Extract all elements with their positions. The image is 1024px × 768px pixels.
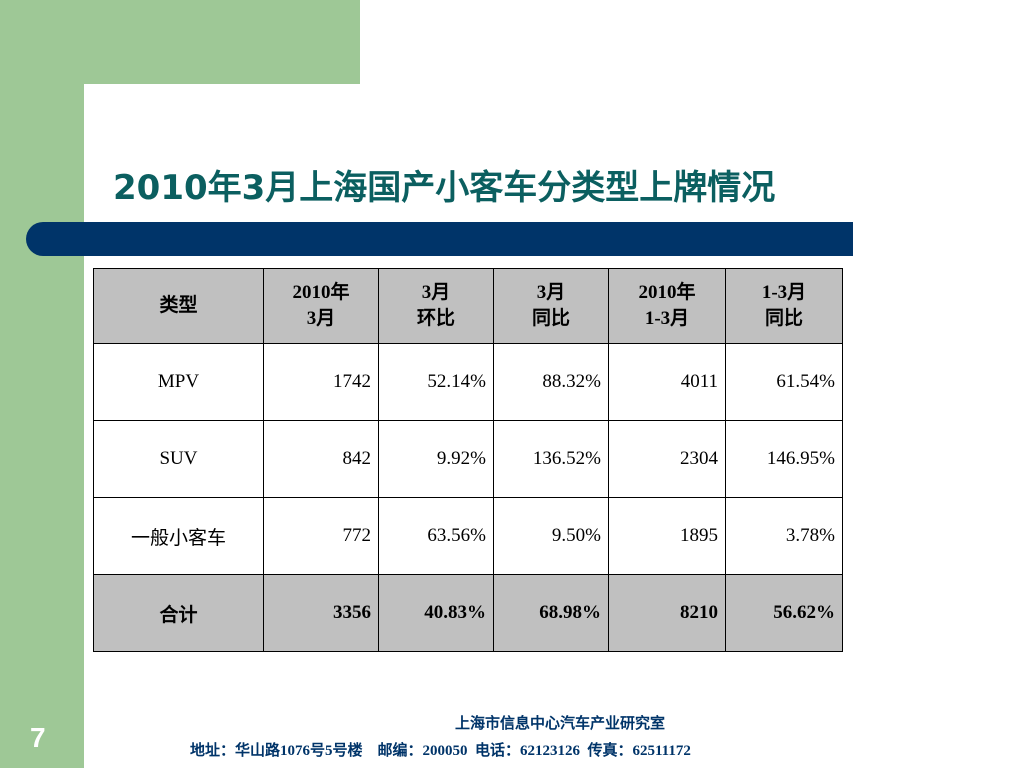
top-green-block [84, 0, 360, 84]
row-value-cell: 1895 [608, 497, 726, 575]
table-header-row: 类型 2010年 3月 3月 环比 3月 同比 2010年 1-3月 1-3月 … [93, 268, 843, 344]
left-green-sidebar [0, 0, 84, 768]
registration-table: 类型 2010年 3月 3月 环比 3月 同比 2010年 1-3月 1-3月 … [93, 268, 843, 652]
row-type-cell: 一般小客车 [93, 497, 264, 575]
slide-title: 2010年3月上海国产小客车分类型上牌情况 [113, 168, 776, 208]
row-type-cell: SUV [93, 420, 264, 498]
row-value-cell: 842 [263, 420, 379, 498]
row-value-cell: 9.50% [493, 497, 609, 575]
header-mar-mom: 3月 环比 [378, 268, 494, 344]
header-q1-yoy: 1-3月 同比 [725, 268, 843, 344]
footer-organization: 上海市信息中心汽车产业研究室 [454, 714, 665, 732]
row-value-cell: 3.78% [725, 497, 843, 575]
row-value-cell: 52.14% [378, 343, 494, 421]
total-value-cell: 56.62% [725, 574, 843, 652]
total-value-cell: 3356 [263, 574, 379, 652]
table-row: MPV 1742 52.14% 88.32% 4011 61.54% [93, 343, 843, 421]
row-value-cell: 146.95% [725, 420, 843, 498]
table-total-row: 合计 3356 40.83% 68.98% 8210 56.62% [93, 574, 843, 652]
row-value-cell: 9.92% [378, 420, 494, 498]
page-number: 7 [30, 722, 46, 753]
header-type: 类型 [93, 268, 264, 344]
header-q1-2010: 2010年 1-3月 [608, 268, 726, 344]
total-value-cell: 8210 [608, 574, 726, 652]
total-value-cell: 40.83% [378, 574, 494, 652]
total-label-cell: 合计 [93, 574, 264, 652]
row-value-cell: 4011 [608, 343, 726, 421]
footer-address: 地址：华山路1076号5号楼 邮编：200050 电话：62123126 传真：… [190, 743, 691, 759]
row-type-cell: MPV [93, 343, 264, 421]
row-value-cell: 136.52% [493, 420, 609, 498]
row-value-cell: 2304 [608, 420, 726, 498]
row-value-cell: 61.54% [725, 343, 843, 421]
header-mar-yoy: 3月 同比 [493, 268, 609, 344]
row-value-cell: 772 [263, 497, 379, 575]
total-value-cell: 68.98% [493, 574, 609, 652]
row-value-cell: 1742 [263, 343, 379, 421]
rounded-white-corner [84, 84, 360, 224]
title-underline-bar [26, 222, 853, 256]
row-value-cell: 88.32% [493, 343, 609, 421]
header-mar-2010: 2010年 3月 [263, 268, 379, 344]
row-value-cell: 63.56% [378, 497, 494, 575]
table-row: 一般小客车 772 63.56% 9.50% 1895 3.78% [93, 497, 843, 575]
table-row: SUV 842 9.92% 136.52% 2304 146.95% [93, 420, 843, 498]
